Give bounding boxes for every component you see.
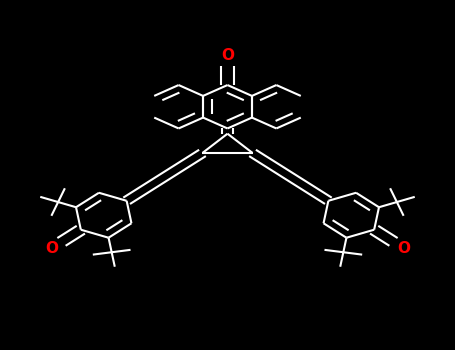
Text: O: O — [397, 240, 410, 256]
Text: O: O — [45, 240, 58, 256]
Text: O: O — [221, 49, 234, 63]
